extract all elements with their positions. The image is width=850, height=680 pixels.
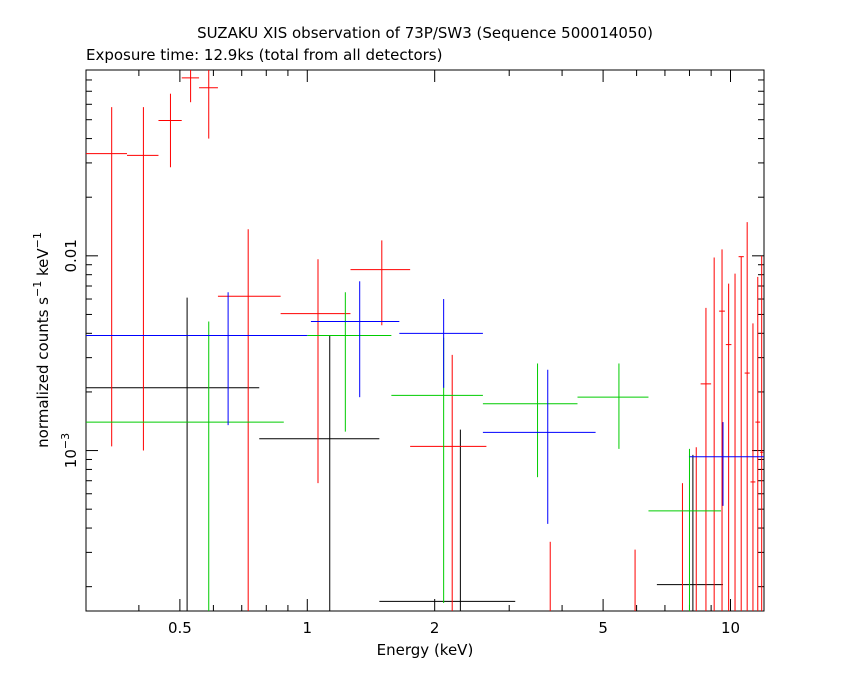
- data-point: [689, 422, 764, 506]
- data-series: [86, 292, 722, 611]
- data-point: [307, 292, 392, 432]
- data-series: [86, 70, 764, 611]
- x-tick-label: 10: [721, 619, 740, 637]
- data-point: [86, 292, 308, 426]
- y-axis-label-main: normalized counts s: [34, 297, 52, 448]
- chart-subtitle: Exposure time: 12.9ks (total from all de…: [86, 46, 442, 64]
- y-axis-label-unit-1: −1: [31, 281, 44, 297]
- plot-frame: [85, 69, 765, 612]
- data-point: [310, 281, 400, 398]
- data-point: [280, 259, 351, 484]
- data-series: [86, 297, 723, 611]
- data-point: [744, 222, 750, 611]
- y-axis-label: normalized counts s−1 keV−1: [31, 232, 52, 448]
- y-tick-label: 10−3: [59, 433, 80, 468]
- data-point: [760, 255, 764, 611]
- data-point: [391, 337, 483, 603]
- y-tick-labels: 10−3 0.01: [59, 239, 80, 468]
- data-point: [217, 229, 281, 611]
- data-point: [750, 323, 756, 611]
- y-axis-label-mid: keV: [34, 248, 52, 281]
- data-point: [199, 70, 218, 139]
- chart-title: SUZAKU XIS observation of 73P/SW3 (Seque…: [197, 24, 653, 42]
- data-point: [577, 363, 649, 449]
- data-point: [379, 429, 516, 611]
- y-tick-label-base: 0.01: [62, 239, 80, 272]
- data-points: [86, 70, 764, 611]
- axis-ticks: [85, 69, 764, 611]
- data-point: [719, 249, 725, 611]
- x-tick-label: 1: [303, 619, 313, 637]
- y-tick-label-exponent: −3: [59, 433, 72, 449]
- data-point: [86, 297, 260, 611]
- data-point: [181, 70, 200, 103]
- data-point: [259, 335, 380, 611]
- data-point: [127, 107, 159, 451]
- data-point: [648, 448, 722, 611]
- data-point: [350, 240, 411, 326]
- data-point: [86, 107, 128, 447]
- data-point: [410, 354, 487, 611]
- data-series: [86, 281, 764, 524]
- data-point: [399, 299, 483, 388]
- data-point: [725, 283, 732, 611]
- x-tick-labels: 0.5 1 2 5 10: [168, 619, 740, 637]
- data-point: [482, 369, 596, 524]
- y-tick-label-base: 10: [62, 449, 80, 468]
- x-tick-label: 0.5: [168, 619, 192, 637]
- data-point: [158, 93, 182, 168]
- y-tick-label: 0.01: [62, 239, 80, 272]
- data-point: [755, 276, 761, 611]
- data-point: [738, 256, 744, 611]
- data-point: [482, 363, 578, 478]
- data-point: [700, 307, 712, 611]
- x-axis-label: Energy (keV): [377, 641, 474, 659]
- y-axis-label-unit-2: −1: [31, 232, 44, 248]
- data-point: [86, 321, 284, 611]
- x-tick-label: 5: [598, 619, 608, 637]
- x-tick-label: 2: [430, 619, 440, 637]
